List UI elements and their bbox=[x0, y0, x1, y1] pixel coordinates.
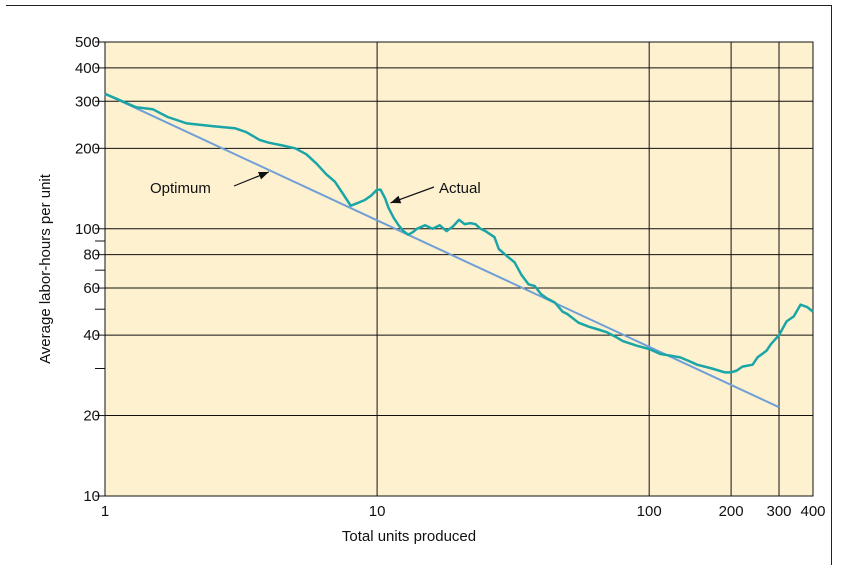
actual-annotation-label: Actual bbox=[439, 180, 481, 197]
y-tick-label: 200 bbox=[75, 140, 100, 157]
y-tick-label: 60 bbox=[83, 280, 100, 297]
x-tick-label: 200 bbox=[719, 503, 744, 520]
x-tick-label: 400 bbox=[800, 503, 825, 520]
x-tick-label: 1 bbox=[101, 503, 109, 520]
y-axis-title: Average labor-hours per unit bbox=[37, 173, 54, 364]
x-axis-title: Total units produced bbox=[342, 528, 476, 545]
series-line-actual bbox=[104, 92, 814, 374]
y-tick-label: 100 bbox=[75, 221, 100, 238]
figure-frame bbox=[6, 5, 832, 565]
y-tick-label: 80 bbox=[83, 247, 100, 264]
optimum-arrow-head bbox=[258, 171, 269, 180]
actual-arrow-head bbox=[390, 195, 402, 204]
y-tick-label: 40 bbox=[83, 327, 100, 344]
plot-background bbox=[104, 41, 814, 497]
x-tick-label: 10 bbox=[369, 503, 386, 520]
grid-lines bbox=[105, 42, 813, 496]
y-tick-label: 500 bbox=[75, 34, 100, 51]
optimum-annotation-label: Optimum bbox=[150, 180, 211, 197]
y-tick-label: 300 bbox=[75, 93, 100, 110]
y-tick-label: 400 bbox=[75, 60, 100, 77]
y-tick-label: 20 bbox=[83, 408, 100, 425]
x-tick-label: 300 bbox=[766, 503, 791, 520]
series-lines bbox=[104, 92, 814, 409]
y-tick-label: 10 bbox=[83, 488, 100, 505]
annotations: Optimum Actual bbox=[150, 171, 481, 204]
x-tick-label: 100 bbox=[637, 503, 662, 520]
